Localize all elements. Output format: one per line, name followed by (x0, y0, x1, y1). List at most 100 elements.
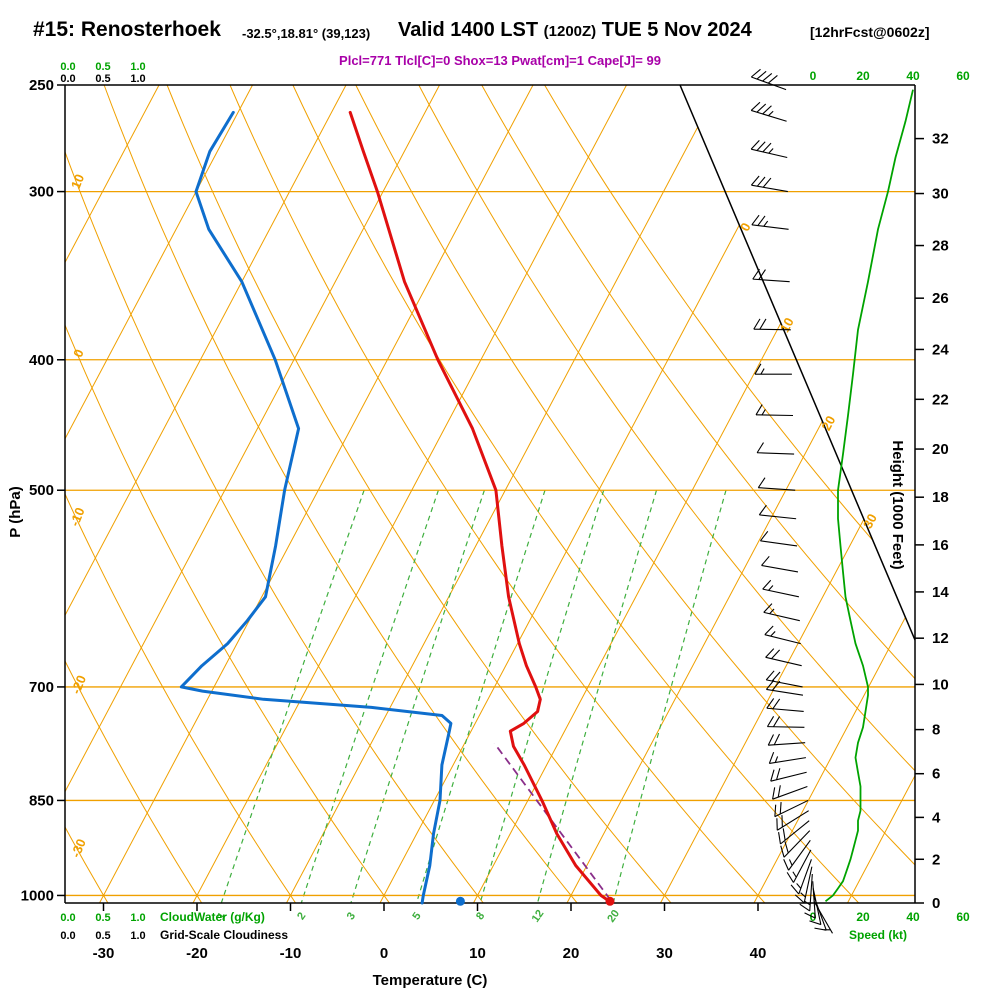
svg-text:-30: -30 (68, 837, 89, 860)
svg-text:1.0: 1.0 (130, 930, 145, 942)
isotherm-lines (65, 85, 915, 903)
svg-text:0.5: 0.5 (95, 930, 110, 942)
svg-text:-20: -20 (68, 673, 89, 696)
svg-text:20: 20 (818, 413, 838, 433)
svg-text:20: 20 (856, 910, 870, 924)
dry-adiabat-lines (65, 85, 915, 903)
svg-text:0.0: 0.0 (60, 73, 75, 85)
svg-text:Temperature (C): Temperature (C) (373, 972, 488, 989)
mixing-ratio-labels: 1 2 3 5 8 12 20 (215, 908, 622, 925)
svg-text:1.0: 1.0 (130, 912, 145, 924)
svg-text:Speed (kt): Speed (kt) (849, 928, 907, 942)
svg-text:1.0: 1.0 (130, 61, 145, 73)
svg-text:1: 1 (215, 910, 228, 922)
svg-text:700: 700 (29, 679, 54, 696)
svg-text:60: 60 (956, 69, 970, 83)
station-title: #15: Renosterhoek (33, 18, 221, 41)
svg-text:12: 12 (932, 630, 949, 647)
svg-text:14: 14 (932, 584, 949, 601)
isotherm-labels: 0 10 20 30 (737, 220, 880, 531)
svg-text:250: 250 (29, 77, 54, 94)
svg-text:26: 26 (932, 290, 949, 307)
svg-text:Grid-Scale Cloudiness: Grid-Scale Cloudiness (160, 928, 288, 942)
valid-time: Valid 1400 LST (1200Z) TUE 5 Nov 2024 (398, 19, 752, 42)
surface-temp-dot (605, 896, 615, 906)
svg-text:300: 300 (29, 184, 54, 201)
dry-adiabat-labels: 10 0 -10 -20 -30 (67, 172, 89, 860)
valid-label: Valid 1400 LST (398, 19, 539, 41)
station-coords: -32.5°,18.81° (39,123) (242, 26, 371, 41)
svg-text:10: 10 (777, 315, 797, 335)
plot-frame (64, 84, 916, 904)
skewt-grid (65, 85, 915, 903)
svg-text:500: 500 (29, 482, 54, 499)
svg-text:30: 30 (932, 186, 949, 203)
svg-text:-20: -20 (186, 945, 208, 962)
svg-text:3: 3 (345, 910, 358, 922)
forecast-tag: [12hrFcst@0602z] (810, 24, 930, 40)
svg-text:10: 10 (68, 172, 87, 191)
svg-text:0.0: 0.0 (60, 912, 75, 924)
svg-text:28: 28 (932, 238, 949, 255)
svg-text:60: 60 (956, 910, 970, 924)
svg-text:CloudWater (g/Kg): CloudWater (g/Kg) (160, 910, 265, 924)
svg-text:10: 10 (469, 945, 486, 962)
valid-zulu: (1200Z) (543, 23, 597, 40)
svg-text:20: 20 (932, 441, 949, 458)
svg-text:30: 30 (656, 945, 673, 962)
svg-text:40: 40 (906, 910, 920, 924)
svg-text:12: 12 (530, 908, 547, 925)
svg-text:6: 6 (932, 766, 940, 783)
svg-text:0: 0 (70, 347, 87, 359)
svg-text:16: 16 (932, 537, 949, 554)
svg-text:1000: 1000 (21, 887, 54, 904)
wind-speed-profile (824, 89, 914, 903)
svg-text:30: 30 (860, 511, 880, 531)
svg-text:5: 5 (410, 910, 423, 922)
temperature-curve (348, 110, 614, 905)
svg-text:2: 2 (295, 910, 308, 922)
svg-text:Height (1000 Feet): Height (1000 Feet) (889, 440, 906, 569)
svg-text:20: 20 (856, 69, 870, 83)
svg-text:850: 850 (29, 792, 54, 809)
stability-indices: Plcl=771 Tlcl[C]=0 Shox=13 Pwat[cm]=1 Ca… (339, 53, 661, 68)
pressure-axis: 250 300 400 500 700 850 1000 P (hPa) (7, 77, 65, 904)
valid-date: TUE 5 Nov 2024 (601, 19, 752, 41)
svg-text:0.0: 0.0 (60, 61, 75, 73)
svg-text:8: 8 (932, 722, 940, 739)
svg-text:2: 2 (932, 851, 940, 868)
svg-text:8: 8 (474, 910, 487, 922)
svg-text:400: 400 (29, 352, 54, 369)
surface-dewpoint-dot (455, 896, 465, 906)
svg-text:22: 22 (932, 391, 949, 408)
svg-text:4: 4 (932, 809, 941, 826)
svg-text:10: 10 (932, 676, 949, 693)
svg-text:32: 32 (932, 131, 949, 148)
svg-text:0.0: 0.0 (60, 930, 75, 942)
svg-text:0: 0 (810, 69, 817, 83)
svg-text:1.0: 1.0 (130, 73, 145, 85)
wind-barbs (750, 68, 833, 934)
svg-text:20: 20 (605, 908, 622, 925)
svg-text:0.5: 0.5 (95, 61, 110, 73)
svg-text:24: 24 (932, 341, 949, 358)
svg-text:18: 18 (932, 489, 949, 506)
cloudwater-scale: 0.00.00.50.51.01.0 CloudWater (g/Kg)0.00.… (60, 61, 288, 942)
isobar-lines (65, 190, 915, 897)
svg-text:40: 40 (906, 69, 920, 83)
svg-text:-10: -10 (67, 505, 88, 528)
dewpoint-curve (179, 110, 453, 905)
svg-text:40: 40 (750, 945, 767, 962)
svg-text:0.5: 0.5 (95, 73, 110, 85)
svg-text:P (hPa): P (hPa) (7, 486, 24, 537)
svg-text:0: 0 (932, 895, 940, 912)
svg-text:-30: -30 (93, 945, 115, 962)
svg-text:0: 0 (380, 945, 388, 962)
temperature-axis: -30 -20 -10 0 10 20 30 40 Temperature (C) (93, 903, 767, 989)
svg-text:0: 0 (737, 220, 754, 233)
svg-text:20: 20 (563, 945, 580, 962)
svg-text:-10: -10 (280, 945, 302, 962)
